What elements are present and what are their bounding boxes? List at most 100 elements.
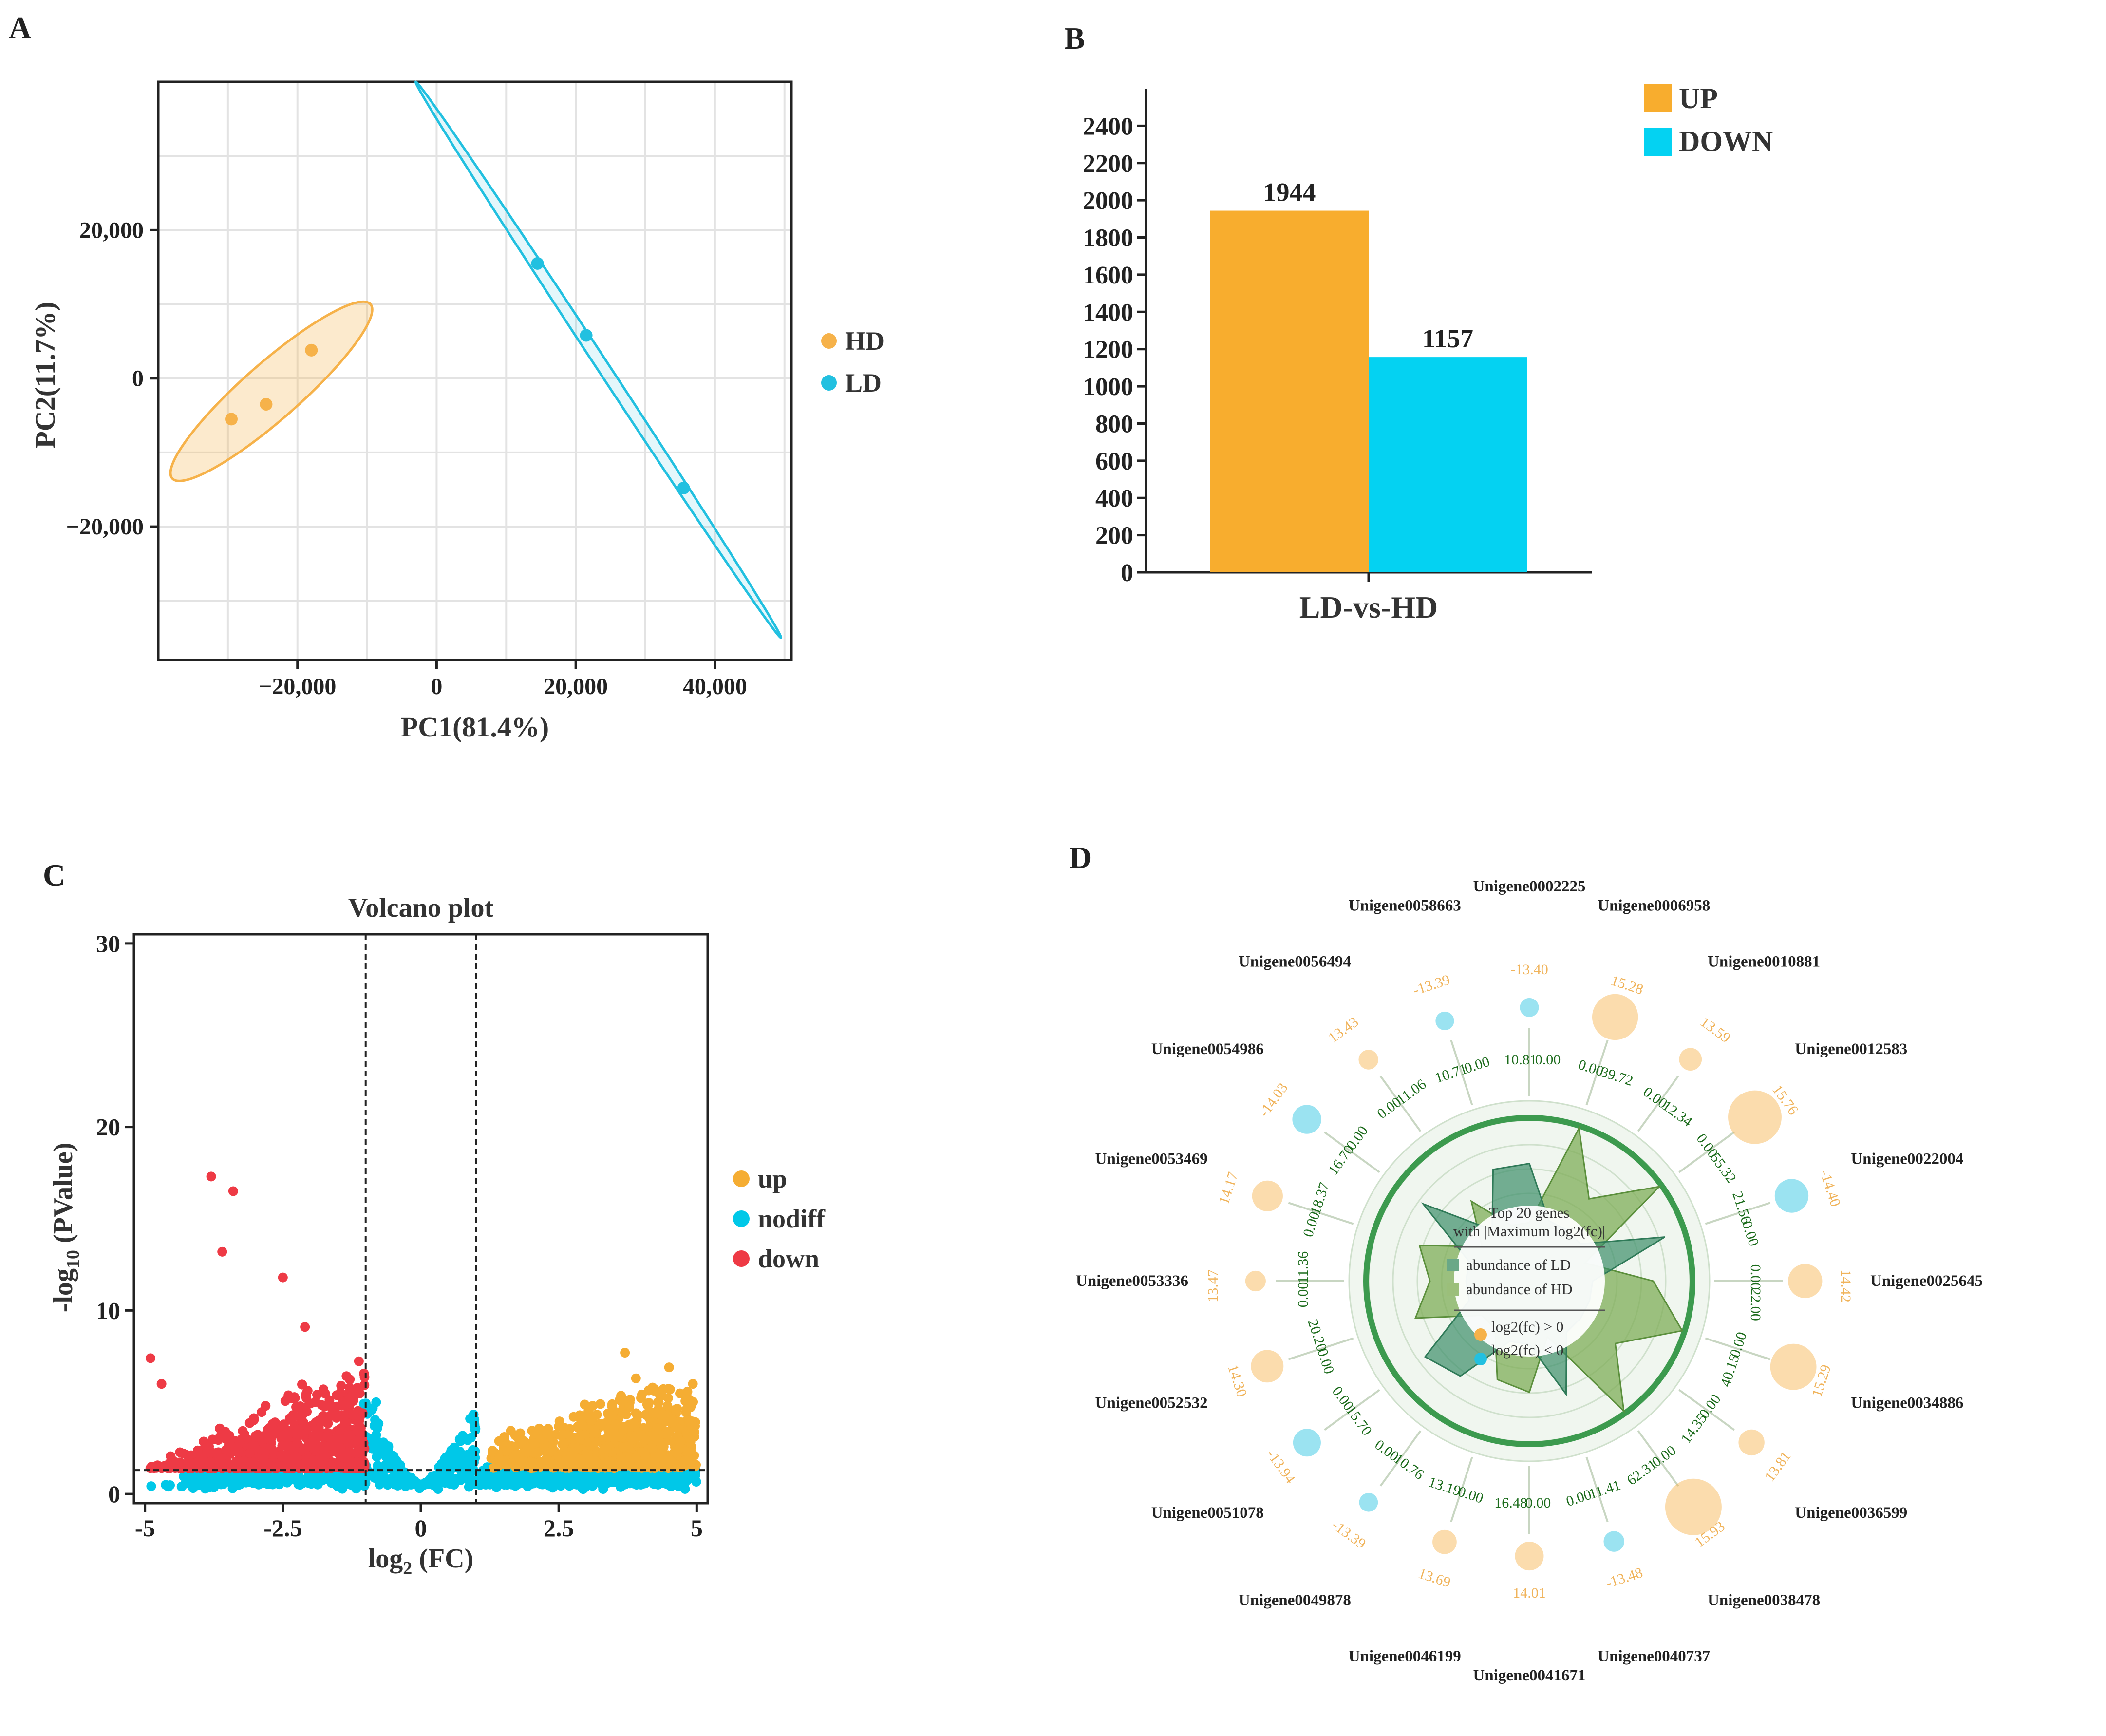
volcano-point-up	[542, 1429, 552, 1439]
volcano-point-nodiff	[441, 1452, 451, 1462]
volcano-point-nodiff	[464, 1482, 474, 1492]
radial-spoke	[1678, 1131, 1735, 1173]
radial-lfc-label: 14.42	[1838, 1269, 1854, 1302]
volcano-point-nodiff	[146, 1481, 156, 1491]
volcano-point-up	[673, 1431, 683, 1441]
volcano-x-title-main: log	[368, 1544, 403, 1574]
volcano-y-title-main: -log	[48, 1268, 78, 1312]
volcano-y-tick-label: 30	[96, 930, 120, 957]
volcano-point-up	[546, 1447, 556, 1457]
volcano-point-up	[586, 1415, 597, 1426]
volcano-point-nodiff	[475, 1480, 485, 1490]
volcano-y-axis-title: -log10 (PValue)	[48, 1143, 83, 1313]
radial-abundance-hd: 11.36	[1295, 1251, 1311, 1283]
radial-dot-neg	[1359, 1493, 1378, 1512]
volcano-point-up	[525, 1456, 535, 1467]
pca-points	[225, 257, 690, 494]
volcano-point-down	[217, 1246, 227, 1257]
volcano-point-down	[359, 1443, 370, 1453]
pca-legend: HD LD	[821, 326, 884, 397]
volcano-point-down	[307, 1437, 318, 1447]
volcano-point-nodiff	[333, 1481, 343, 1491]
volcano-point-up	[499, 1432, 509, 1442]
radial-lfc-label: 13.47	[1205, 1269, 1221, 1302]
volcano-point-up	[637, 1447, 647, 1457]
bar-down	[1369, 357, 1527, 572]
radial-dot-pos	[1728, 1090, 1782, 1144]
volcano-point-nodiff	[510, 1481, 521, 1491]
volcano-point-nodiff	[667, 1474, 677, 1484]
volcano-x-tick-label: 2.5	[544, 1514, 574, 1542]
volcano-point-up	[595, 1399, 605, 1409]
pca-x-axis-title: PC1(81.4%)	[401, 711, 549, 743]
volcano-point-down	[353, 1425, 363, 1435]
pca-panel: A −20,000 0 20,000 40,000 20,000 0 −20,000 PC…	[9, 10, 884, 743]
volcano-point-up	[671, 1406, 681, 1416]
radial-dot-pos	[1245, 1270, 1266, 1292]
volcano-point-up	[541, 1454, 551, 1465]
volcano-points	[145, 1171, 701, 1494]
bar-value-label-up: 1944	[1263, 178, 1316, 207]
volcano-point-up	[502, 1446, 512, 1456]
volcano-point-nodiff	[373, 1460, 383, 1471]
radial-ring-green	[1363, 1115, 1695, 1447]
bar-y-tick-label: 2200	[1083, 150, 1133, 178]
volcano-point-up	[624, 1402, 635, 1412]
radial-dot-neg	[1435, 1011, 1454, 1031]
legend-abundance-hd-swatch	[1447, 1283, 1459, 1296]
volcano-point-up	[610, 1419, 621, 1430]
volcano-point-down	[210, 1463, 220, 1473]
volcano-point-down	[354, 1356, 364, 1366]
radial-spoke	[1585, 1039, 1609, 1106]
bar-y-tick-label: 2400	[1083, 113, 1133, 140]
panel-label-b: B	[1064, 21, 1085, 56]
radial-panel: D 10.810.00-13.40Unigene00022250.0039.72…	[1069, 840, 1983, 1684]
volcano-point-down	[270, 1417, 280, 1428]
volcano-point-nodiff	[383, 1445, 393, 1455]
radial-lfc-label: -13.40	[1510, 962, 1548, 978]
volcano-point-down	[296, 1410, 306, 1420]
legend-abundance-ld-swatch	[1447, 1259, 1459, 1271]
legend-nodiff-marker	[733, 1210, 750, 1227]
volcano-point-nodiff	[241, 1475, 251, 1486]
radial-lfc-label: 13.43	[1325, 1014, 1361, 1046]
volcano-point-down	[300, 1322, 310, 1332]
volcano-x-tick-label: 0	[415, 1514, 427, 1542]
volcano-point-nodiff	[312, 1478, 322, 1488]
volcano-legend: up nodiff down	[733, 1164, 826, 1273]
pca-ellipse-hd	[169, 300, 374, 482]
bar-y-tick-label: 400	[1095, 485, 1133, 512]
legend-neg-label: log2(fc) < 0	[1491, 1341, 1563, 1359]
pca-point-hd	[225, 413, 238, 426]
pca-y-tick-label: −20,000	[66, 514, 144, 540]
volcano-point-nodiff	[547, 1483, 558, 1493]
radial-spoke	[1379, 1430, 1422, 1487]
legend-down-marker	[733, 1250, 750, 1267]
volcano-point-up	[591, 1437, 602, 1447]
volcano-point-nodiff	[443, 1470, 453, 1480]
radial-gene-name: Unigene0010881	[1708, 953, 1820, 971]
volcano-point-up	[631, 1373, 641, 1383]
volcano-point-down	[244, 1448, 255, 1458]
legend-up-marker	[733, 1170, 750, 1187]
radial-abundance-hd: 16.48	[1494, 1495, 1527, 1511]
volcano-point-up	[576, 1415, 586, 1425]
volcano-point-up	[664, 1362, 674, 1373]
volcano-point-nodiff	[690, 1470, 700, 1480]
volcano-point-up	[654, 1397, 664, 1407]
volcano-point-up	[575, 1434, 585, 1444]
volcano-point-up	[672, 1448, 682, 1458]
legend-abundance-ld-label: abundance of LD	[1466, 1256, 1571, 1273]
volcano-point-up	[553, 1458, 563, 1468]
bar-y-tick-label: 2000	[1083, 187, 1133, 215]
volcano-x-title-sub: 2	[403, 1558, 412, 1579]
radial-spoke	[1379, 1076, 1422, 1132]
radial-abundance-hd: 20.20	[1304, 1317, 1330, 1353]
radial-abundance-hd: 0.00	[1564, 1487, 1593, 1510]
volcano-point-down	[302, 1386, 313, 1396]
volcano-point-nodiff	[400, 1481, 411, 1491]
radial-dot-pos	[1358, 1050, 1378, 1070]
volcano-point-down	[267, 1445, 278, 1455]
volcano-point-nodiff	[433, 1484, 443, 1494]
